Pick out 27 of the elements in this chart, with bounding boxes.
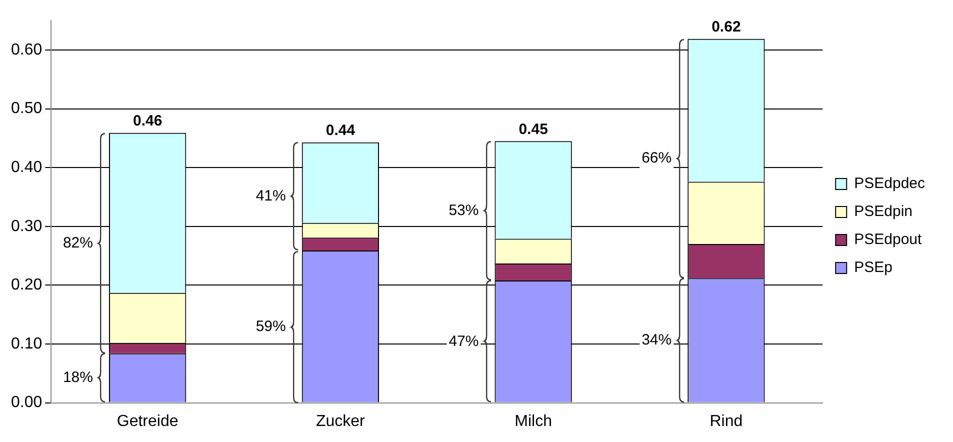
y-tick-label: 0.60 xyxy=(11,41,42,58)
total-label: 0.62 xyxy=(712,18,741,36)
total-label: 0.45 xyxy=(518,120,548,138)
x-tick-label: Getreide xyxy=(116,412,178,430)
x-tick-label: Milch xyxy=(514,412,552,430)
x-tick-label: Zucker xyxy=(316,412,366,430)
annotation: 53% xyxy=(448,202,479,219)
annotation: 47% xyxy=(448,332,479,350)
annotation: 66% xyxy=(642,150,672,167)
annotation: 34% xyxy=(642,332,672,349)
legend-label: PSEp xyxy=(854,259,892,276)
y-tick-label: 0.40 xyxy=(11,159,42,176)
annotation: 59% xyxy=(256,318,286,335)
y-tick-label: 0.00 xyxy=(11,394,42,412)
y-tick-label: 0.20 xyxy=(11,276,42,294)
x-tick-label: Rind xyxy=(710,412,743,430)
total-label: 0.46 xyxy=(132,112,162,130)
annotation: 41% xyxy=(256,188,286,205)
annotation: 82% xyxy=(62,234,93,252)
legend-label: PSEdpout xyxy=(854,231,922,248)
y-tick-label: 0.10 xyxy=(11,335,42,352)
y-tick-label: 0.50 xyxy=(11,100,42,118)
annotation: 18% xyxy=(62,369,93,386)
total-label: 0.44 xyxy=(326,122,356,139)
legend-label: PSEdpdec xyxy=(854,175,926,192)
y-tick-label: 0.30 xyxy=(11,218,42,235)
legend-label: PSEdpin xyxy=(854,203,912,220)
